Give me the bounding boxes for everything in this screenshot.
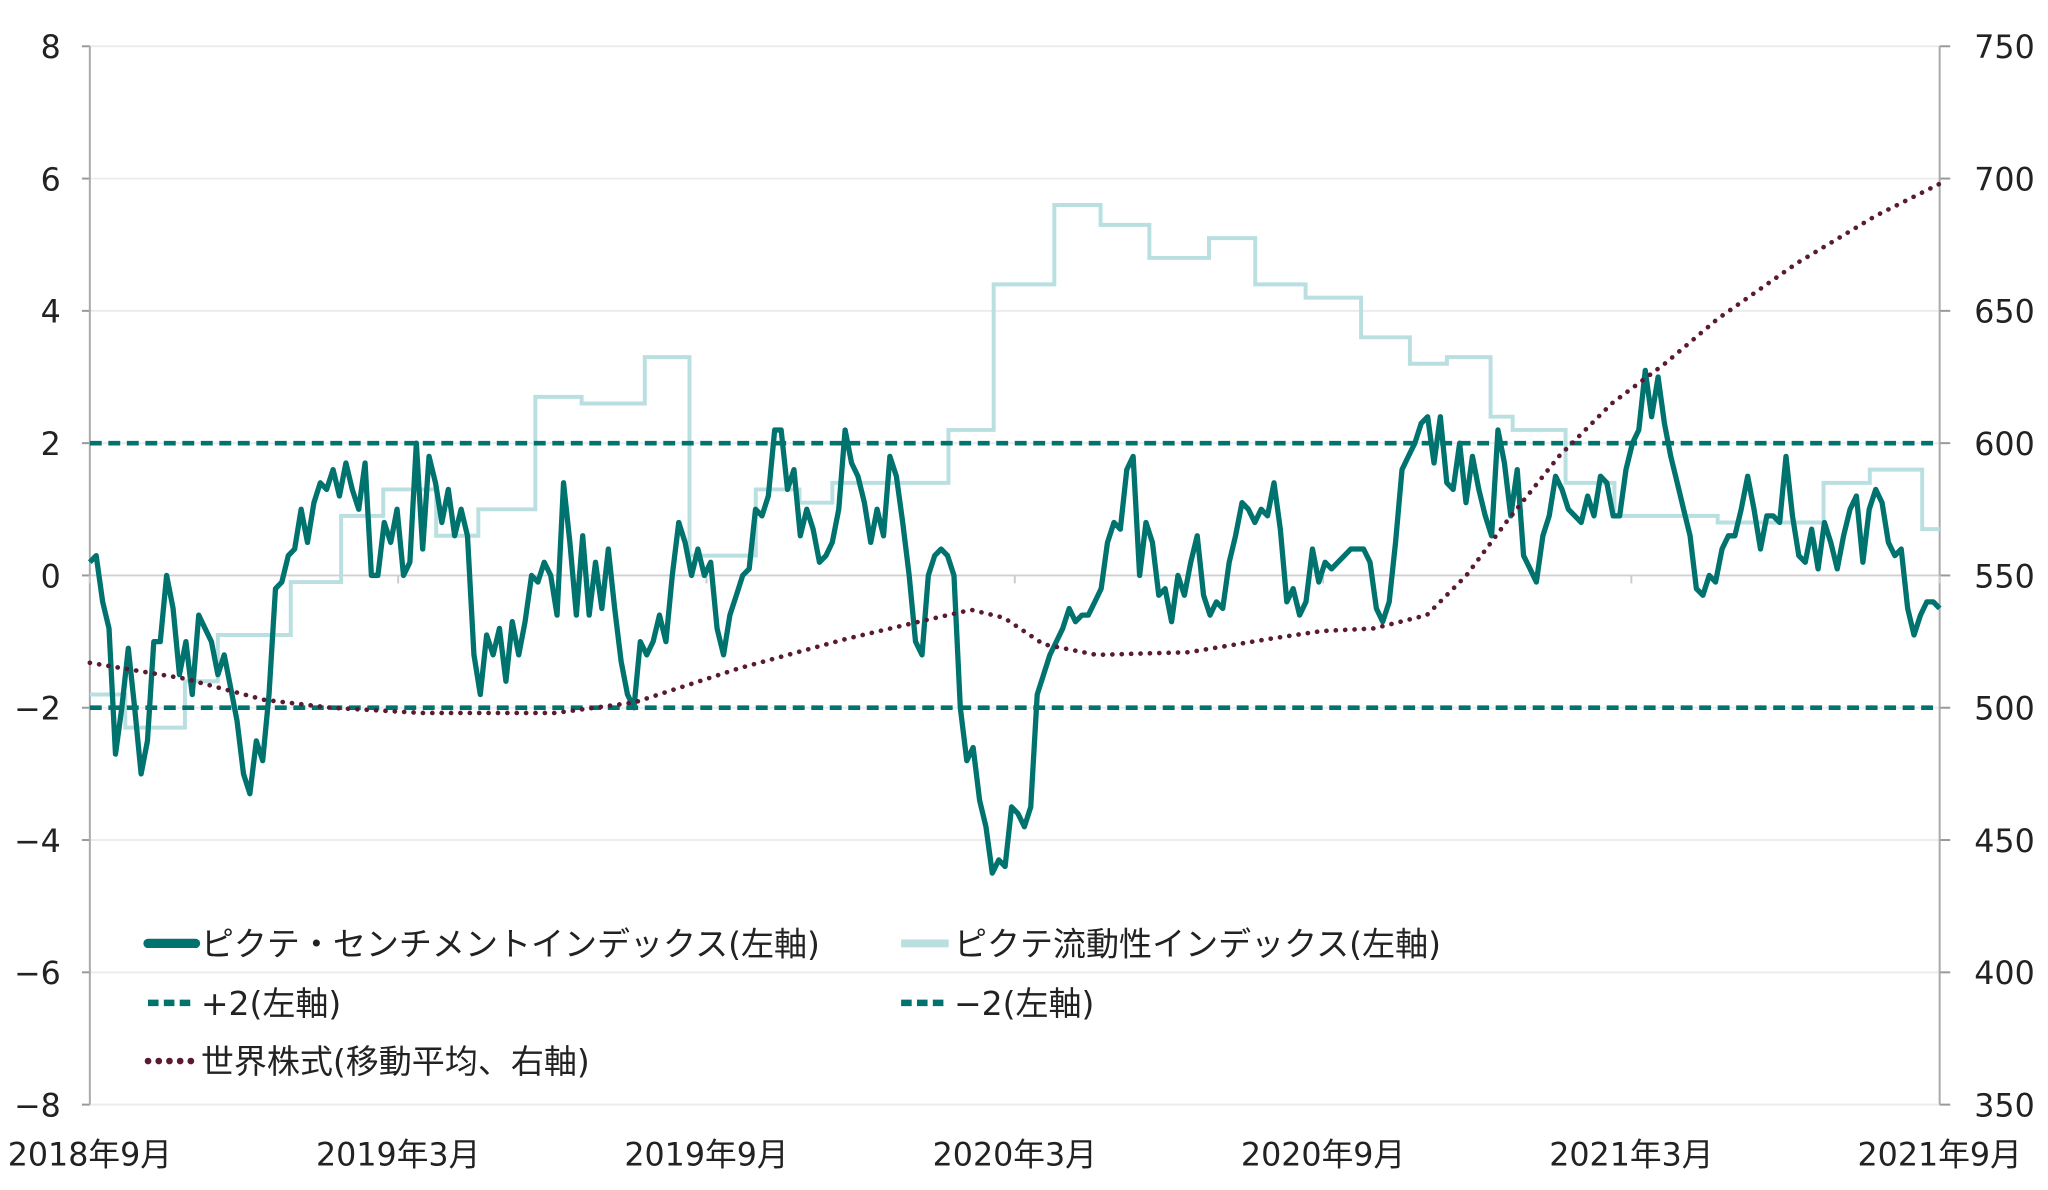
right-tick-label: 650 — [1974, 295, 2035, 331]
x-tick-label: 2020年9月 — [1241, 1137, 1405, 1173]
left-tick-label: 0 — [41, 559, 61, 595]
right-tick-label: 500 — [1974, 692, 2035, 728]
x-tick-label: 2019年9月 — [624, 1137, 788, 1173]
left-tick-label: 4 — [41, 295, 61, 331]
legend-minus-2: −2(左軸) — [901, 984, 1094, 1023]
right-tick-label: 450 — [1974, 824, 2035, 860]
legend-world-equity: 世界株式(移動平均、右軸) — [144, 1042, 590, 1081]
left-tick-label: −6 — [14, 956, 61, 992]
legend-label: +2(左軸) — [201, 984, 341, 1023]
left-tick-label: −4 — [14, 824, 61, 860]
right-tick-label: 700 — [1974, 162, 2035, 198]
sentiment-index-line — [87, 367, 1942, 876]
series-layer — [87, 181, 1942, 876]
world-equity-line — [87, 181, 1942, 716]
right-tick-label: 750 — [1974, 30, 2035, 66]
legend-sentiment: ピクテ・センチメントインデックス(左軸) — [143, 924, 820, 963]
x-tick-label: 2019年3月 — [316, 1137, 480, 1173]
x-tick-label: 2021年3月 — [1549, 1137, 1713, 1173]
left-tick-label: 2 — [41, 427, 61, 463]
legend-liquidity: ピクテ流動性インデックス(左軸) — [901, 924, 1441, 963]
left-tick-label: −2 — [14, 692, 61, 728]
left-tick-label: 6 — [41, 162, 61, 198]
x-tick-label: 2018年9月 — [8, 1137, 172, 1173]
legend: ピクテ・センチメントインデックス(左軸) ピクテ流動性インデックス(左軸) +2(左… — [143, 924, 1441, 1081]
left-tick-label: −8 — [14, 1089, 61, 1125]
left-tick-label: 8 — [41, 30, 61, 66]
right-tick-label: 550 — [1974, 559, 2035, 595]
right-tick-label: 350 — [1974, 1089, 2035, 1125]
legend-label: ピクテ・センチメントインデックス(左軸) — [201, 924, 820, 963]
legend-label: 世界株式(移動平均、右軸) — [201, 1042, 590, 1081]
x-tick-label: 2021年9月 — [1858, 1137, 2022, 1173]
axes: 8 6 4 2 0 −2 −4 −6 −8 750 700 650 600 550 500 450 400 350… — [8, 30, 2035, 1173]
legend-label: ピクテ流動性インデックス(左軸) — [954, 924, 1441, 963]
x-tick-label: 2020年3月 — [933, 1137, 1097, 1173]
right-tick-label: 600 — [1974, 427, 2035, 463]
right-tick-label: 400 — [1974, 956, 2035, 992]
legend-label: −2(左軸) — [954, 984, 1094, 1023]
liquidity-index-line — [89, 203, 1940, 730]
legend-plus-2: +2(左軸) — [147, 984, 341, 1023]
